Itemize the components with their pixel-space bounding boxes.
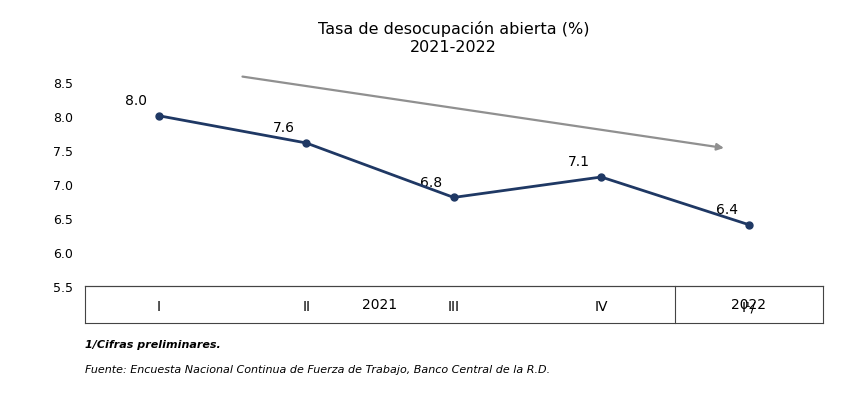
- Text: 2022: 2022: [731, 298, 767, 312]
- Text: Fuente: Encuesta Nacional Continua de Fuerza de Trabajo, Banco Central de la R.D: Fuente: Encuesta Nacional Continua de Fu…: [85, 364, 550, 374]
- Text: 2021: 2021: [362, 298, 398, 312]
- Text: 6.4: 6.4: [716, 202, 738, 216]
- Text: 7.1: 7.1: [568, 155, 590, 169]
- Text: 7.6: 7.6: [273, 121, 295, 135]
- Title: Tasa de desocupación abierta (%)
2021-2022: Tasa de desocupación abierta (%) 2021-20…: [318, 21, 589, 54]
- Text: 1/Cifras preliminares.: 1/Cifras preliminares.: [85, 339, 220, 349]
- Text: 8.0: 8.0: [126, 94, 148, 108]
- Text: 6.8: 6.8: [421, 175, 443, 189]
